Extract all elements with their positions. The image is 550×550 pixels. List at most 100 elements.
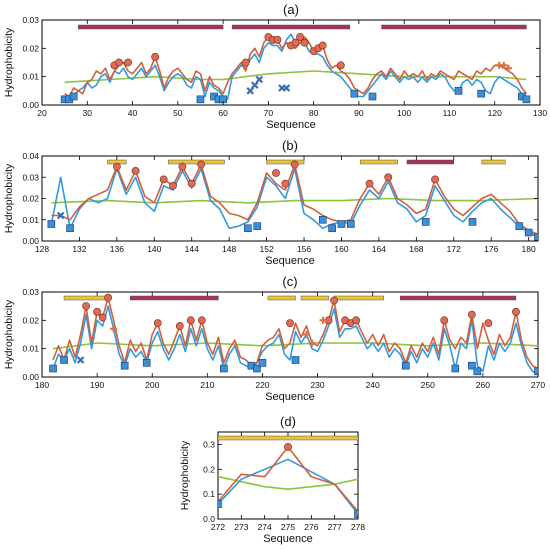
square-marker <box>218 500 222 508</box>
circle-marker <box>159 175 168 184</box>
x-tick-label: 132 <box>72 244 86 254</box>
x-tick-label: 220 <box>255 380 269 390</box>
y-tick-label: 0.01 <box>22 215 39 225</box>
y-axis-label: Hydrophobicity <box>3 163 15 233</box>
circle-marker <box>290 160 299 169</box>
cross-marker <box>255 75 264 84</box>
y-tick-label: 0.0 <box>203 514 215 524</box>
series-line-3 <box>52 342 538 350</box>
plot-frame <box>41 291 539 378</box>
region-bar-1 <box>218 435 358 441</box>
circle-marker <box>178 162 187 171</box>
cross-marker <box>76 356 85 364</box>
square-marker <box>524 228 533 237</box>
x-tick-label: 168 <box>409 244 423 254</box>
cross-marker <box>282 84 291 92</box>
y-tick-label: 0.03 <box>22 15 39 25</box>
circle-marker <box>187 179 196 188</box>
x-tick-label: 240 <box>366 380 380 390</box>
y-tick-label: 0.02 <box>22 43 39 53</box>
y-tick-label: 0.00 <box>22 372 39 382</box>
circle-marker <box>512 307 520 316</box>
circle-marker <box>336 61 345 70</box>
circle-marker <box>124 58 132 67</box>
x-tick-label: 250 <box>421 380 435 390</box>
x-tick-label: 120 <box>488 108 502 118</box>
panel-label: (c) <box>282 274 297 289</box>
y-tick-label: 0.01 <box>22 344 39 354</box>
circle-marker <box>112 162 121 171</box>
panel-label: (d) <box>280 414 296 429</box>
square-marker <box>401 361 410 370</box>
cross-marker <box>251 81 259 89</box>
circle-marker <box>104 293 113 302</box>
circle-marker <box>186 316 195 325</box>
y-tick-label: 0.03 <box>22 287 39 297</box>
circle-marker <box>384 173 393 182</box>
x-tick-label: 190 <box>90 380 104 390</box>
circle-marker <box>115 58 123 67</box>
series-line-1 <box>64 36 528 98</box>
square-marker <box>350 89 359 98</box>
series-line-1 <box>51 163 538 236</box>
square-marker <box>258 359 267 367</box>
plus-marker <box>319 316 327 324</box>
region-bar-2 <box>129 295 219 301</box>
x-axis-label: Sequence <box>265 255 315 267</box>
plus-marker <box>303 331 311 338</box>
square-marker <box>337 220 346 228</box>
region-bar-1 <box>77 24 224 30</box>
region-bar-2 <box>168 159 225 165</box>
x-tick-label: 200 <box>145 380 159 390</box>
x-tick-label: 276 <box>304 522 318 532</box>
x-tick-label: 148 <box>222 244 236 254</box>
square-marker <box>354 510 358 518</box>
panel-label: (b) <box>282 138 298 153</box>
x-tick-label: 90 <box>354 108 364 118</box>
circle-marker <box>169 181 177 190</box>
square-marker <box>120 361 129 370</box>
x-tick-label: 80 <box>309 108 319 118</box>
x-tick-label: 70 <box>264 108 274 118</box>
y-tick-label: 0.1 <box>203 489 215 499</box>
square-marker <box>468 361 476 370</box>
x-tick-label: 272 <box>211 522 225 532</box>
y-axis-label: Hydrophobicity <box>3 299 15 369</box>
y-tick-label: 0.00 <box>22 236 39 246</box>
region-bar-6 <box>399 295 517 301</box>
series-line-1 <box>218 446 358 513</box>
plot-area <box>218 435 358 518</box>
region-bar-4 <box>359 159 398 165</box>
y-tick-label: 0.03 <box>22 172 39 182</box>
circle-marker <box>93 307 102 316</box>
circle-marker <box>365 179 374 188</box>
x-tick-label: 110 <box>443 108 457 118</box>
square-marker <box>451 364 460 373</box>
plus-marker <box>500 61 508 69</box>
square-marker <box>318 215 327 224</box>
circle-marker <box>175 322 184 330</box>
x-tick-label: 144 <box>185 244 199 254</box>
x-tick-label: 136 <box>110 244 124 254</box>
square-marker <box>522 95 531 104</box>
circle-marker <box>330 296 338 305</box>
circle-marker <box>300 38 309 47</box>
y-tick-label: 0.3 <box>203 439 215 449</box>
y-tick-label: 0.01 <box>22 72 39 82</box>
square-marker <box>253 364 261 373</box>
circle-marker <box>82 302 90 311</box>
cross-marker <box>56 211 65 220</box>
region-bar-6 <box>481 159 506 165</box>
x-tick-label: 180 <box>522 244 536 254</box>
panel-3: (c) 180 190 200 210 220 230 240 250 260 270 0.00 0.0… <box>3 274 545 403</box>
square-marker <box>196 95 205 104</box>
y-tick-label: 0.02 <box>22 194 39 204</box>
x-tick-label: 152 <box>260 244 274 254</box>
x-tick-label: 60 <box>218 108 228 118</box>
x-tick-label: 277 <box>328 522 342 532</box>
circle-marker <box>197 316 206 325</box>
region-bar-3 <box>381 24 527 30</box>
x-tick-label: 156 <box>297 244 311 254</box>
y-tick-label: 0.00 <box>22 100 39 110</box>
circle-marker <box>197 160 205 169</box>
